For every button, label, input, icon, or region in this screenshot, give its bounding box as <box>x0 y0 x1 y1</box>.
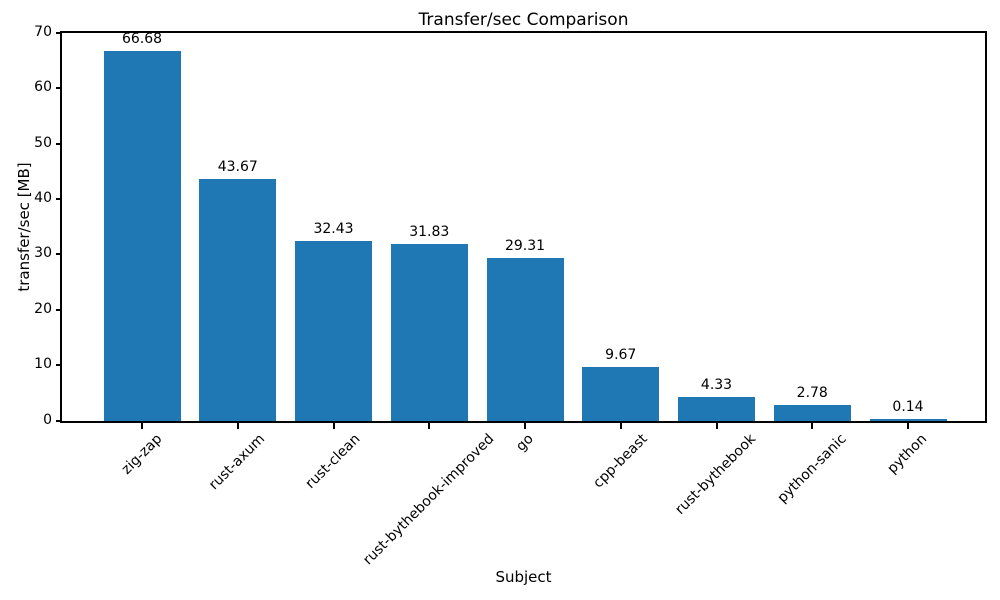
y-tick-label: 40 <box>34 190 52 207</box>
bar-value-label: 43.67 <box>217 158 258 175</box>
bar-value-label: 2.78 <box>796 385 828 402</box>
chart-title: Transfer/sec Comparison <box>418 10 629 30</box>
x-tick-label: rust-bythebook <box>672 431 760 518</box>
bar-rust-bythebook-improved <box>390 244 468 421</box>
x-tick-mark <box>332 422 335 429</box>
bar-cpp-beast <box>582 366 660 421</box>
x-tick-mark <box>428 422 431 429</box>
x-tick-label: python <box>884 431 931 477</box>
x-tick-mark <box>236 422 239 429</box>
plot-area: 66.68 43.67 32.43 31.83 29.31 9.67 4.33 2.78 0.1… <box>60 31 987 423</box>
bar-python <box>869 419 947 421</box>
bar-go <box>486 258 564 421</box>
y-tick-mark <box>56 198 62 201</box>
x-tick-mark <box>141 422 143 429</box>
bar-value-label: 31.83 <box>409 224 450 241</box>
x-tick-label: go <box>513 431 537 455</box>
x-tick-mark <box>907 422 909 429</box>
x-tick-label: cpp-beast <box>590 431 651 492</box>
x-tick-mark <box>715 422 718 429</box>
bar-value-label: 29.31 <box>504 238 546 255</box>
y-tick-mark <box>56 308 62 311</box>
bar-value-label: 0.14 <box>892 399 924 415</box>
bar-value-label: 9.67 <box>605 346 637 363</box>
bar-python-sanic <box>773 405 851 421</box>
bar-rust-axum <box>199 178 277 421</box>
y-tick-mark <box>56 32 62 34</box>
y-tick-label: 60 <box>34 79 52 96</box>
x-tick-label: rust-axum <box>206 431 269 494</box>
y-tick-label: 10 <box>34 356 52 373</box>
bar-rust-clean <box>295 240 372 421</box>
x-tick-mark <box>619 422 622 429</box>
y-tick-label: 50 <box>34 134 52 151</box>
y-tick-mark <box>56 364 62 367</box>
x-axis-label: Subject <box>495 568 552 586</box>
x-tick-mark <box>811 422 814 429</box>
x-tick-label: rust-clean <box>302 431 364 492</box>
x-tick-label: zig-zap <box>118 431 165 478</box>
x-tick-mark <box>524 422 526 429</box>
y-tick-label: 70 <box>34 24 52 40</box>
y-tick-mark <box>56 142 62 145</box>
bar-value-label: 32.43 <box>313 220 354 237</box>
bar-value-label: 66.68 <box>121 31 163 48</box>
x-tick-label: rust-bythebook-improved <box>360 431 498 569</box>
x-tick-label: python-sanic <box>774 431 850 507</box>
y-tick-label: 0 <box>43 411 52 428</box>
y-tick-label: 30 <box>34 245 52 262</box>
bar-zig-zap <box>103 51 181 421</box>
bar-value-label: 4.33 <box>700 376 733 393</box>
y-axis-label: transfer/sec [MB] <box>15 162 33 292</box>
bar-rust-bythebook <box>678 396 755 421</box>
y-tick-mark <box>56 87 62 90</box>
y-tick-mark <box>56 419 62 422</box>
y-tick-label: 20 <box>34 300 52 317</box>
y-tick-mark <box>56 253 62 256</box>
